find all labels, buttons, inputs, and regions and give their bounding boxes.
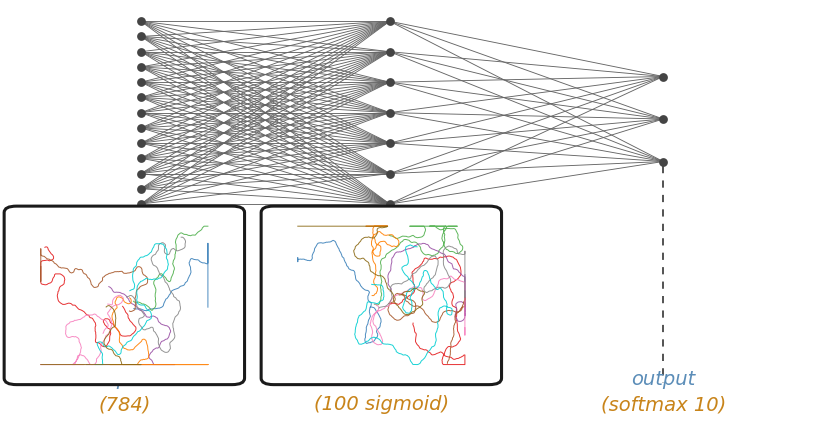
Text: (softmax 10): (softmax 10) [599, 395, 725, 414]
Point [134, 94, 147, 101]
Text: output: output [630, 370, 695, 389]
Point [383, 109, 396, 116]
Point [383, 140, 396, 147]
FancyBboxPatch shape [4, 206, 244, 385]
Point [383, 170, 396, 177]
Point [134, 170, 147, 177]
Point [383, 79, 396, 85]
Point [134, 64, 147, 71]
Point [383, 201, 396, 207]
Point [656, 73, 669, 80]
Point [134, 185, 147, 192]
Text: (100 sigmoid): (100 sigmoid) [314, 395, 448, 414]
Point [134, 201, 147, 207]
Point [134, 155, 147, 162]
Point [134, 109, 147, 116]
Text: input: input [99, 370, 149, 389]
Point [134, 125, 147, 131]
Text: (784): (784) [98, 395, 151, 414]
Point [656, 158, 669, 165]
Point [134, 48, 147, 55]
Point [383, 18, 396, 25]
Point [383, 48, 396, 55]
FancyBboxPatch shape [261, 206, 501, 385]
Point [134, 33, 147, 40]
Point [134, 140, 147, 147]
Point [656, 116, 669, 122]
Point [134, 18, 147, 25]
Point [134, 79, 147, 85]
Text: hidden: hidden [348, 370, 414, 389]
